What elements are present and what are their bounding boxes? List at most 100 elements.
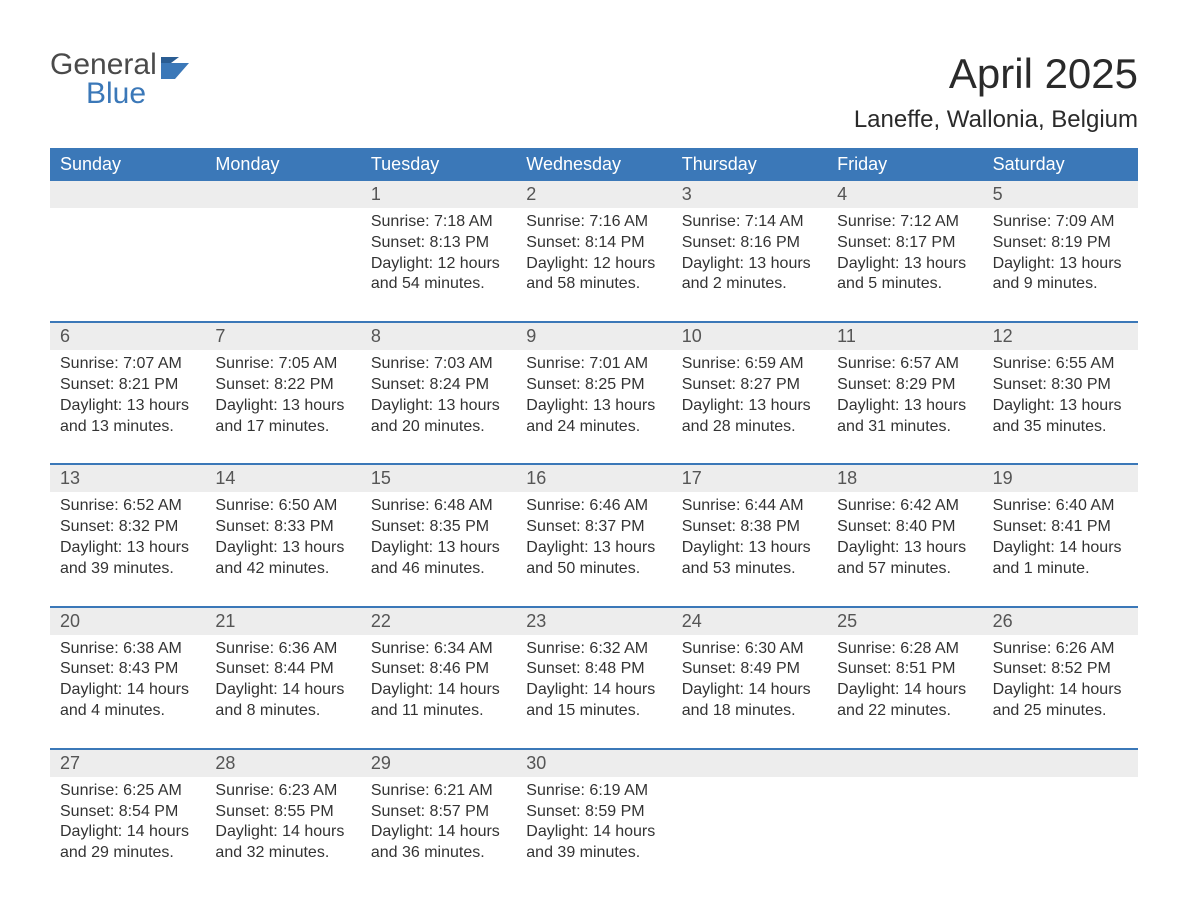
title-block: April 2025 Laneffe, Wallonia, Belgium bbox=[854, 50, 1138, 134]
sunrise-text: Sunrise: 6:38 AM bbox=[60, 639, 195, 660]
sunset-text: Sunset: 8:55 PM bbox=[215, 802, 350, 823]
day-cell: Sunrise: 6:23 AMSunset: 8:55 PMDaylight:… bbox=[205, 777, 360, 890]
day-number: 3 bbox=[672, 181, 827, 208]
day-cell: Sunrise: 6:30 AMSunset: 8:49 PMDaylight:… bbox=[672, 635, 827, 748]
day-cell: Sunrise: 6:48 AMSunset: 8:35 PMDaylight:… bbox=[361, 492, 516, 605]
day-cell: Sunrise: 6:28 AMSunset: 8:51 PMDaylight:… bbox=[827, 635, 982, 748]
sunset-text: Sunset: 8:37 PM bbox=[526, 517, 661, 538]
day-number: 5 bbox=[983, 181, 1138, 208]
day-number: 2 bbox=[516, 181, 671, 208]
sunrise-text: Sunrise: 6:30 AM bbox=[682, 639, 817, 660]
sunrise-text: Sunrise: 6:25 AM bbox=[60, 781, 195, 802]
sunrise-text: Sunrise: 6:36 AM bbox=[215, 639, 350, 660]
sunset-text: Sunset: 8:25 PM bbox=[526, 375, 661, 396]
day-number: 23 bbox=[516, 608, 671, 635]
sunset-text: Sunset: 8:17 PM bbox=[837, 233, 972, 254]
sunrise-text: Sunrise: 6:59 AM bbox=[682, 354, 817, 375]
daylight-text: Daylight: 13 hours and 39 minutes. bbox=[60, 538, 195, 580]
sunrise-text: Sunrise: 6:32 AM bbox=[526, 639, 661, 660]
day-number: 7 bbox=[205, 323, 360, 350]
weekday-header: Wednesday bbox=[516, 148, 671, 181]
day-cell: Sunrise: 7:18 AMSunset: 8:13 PMDaylight:… bbox=[361, 208, 516, 321]
day-cell: Sunrise: 6:26 AMSunset: 8:52 PMDaylight:… bbox=[983, 635, 1138, 748]
month-title: April 2025 bbox=[854, 50, 1138, 98]
day-cell bbox=[827, 777, 982, 890]
day-cell: Sunrise: 7:16 AMSunset: 8:14 PMDaylight:… bbox=[516, 208, 671, 321]
day-cell: Sunrise: 7:14 AMSunset: 8:16 PMDaylight:… bbox=[672, 208, 827, 321]
day-cell: Sunrise: 6:46 AMSunset: 8:37 PMDaylight:… bbox=[516, 492, 671, 605]
weekday-header: Tuesday bbox=[361, 148, 516, 181]
week-body-row: Sunrise: 6:38 AMSunset: 8:43 PM Daylight:… bbox=[50, 635, 1138, 748]
day-cell: Sunrise: 6:50 AMSunset: 8:33 PMDaylight:… bbox=[205, 492, 360, 605]
daylight-text: Daylight: 14 hours and 32 minutes. bbox=[215, 822, 350, 864]
day-number: 11 bbox=[827, 323, 982, 350]
daylight-text: Daylight: 14 hours and 29 minutes. bbox=[60, 822, 195, 864]
daylight-text: Daylight: 14 hours and 18 minutes. bbox=[682, 680, 817, 722]
sunset-text: Sunset: 8:57 PM bbox=[371, 802, 506, 823]
day-number: 10 bbox=[672, 323, 827, 350]
day-cell: Sunrise: 6:57 AMSunset: 8:29 PMDaylight:… bbox=[827, 350, 982, 463]
sunset-text: Sunset: 8:24 PM bbox=[371, 375, 506, 396]
sunset-text: Sunset: 8:59 PM bbox=[526, 802, 661, 823]
day-number bbox=[50, 181, 205, 208]
sunset-text: Sunset: 8:32 PM bbox=[60, 517, 195, 538]
sunset-text: Sunset: 8:33 PM bbox=[215, 517, 350, 538]
day-number: 8 bbox=[361, 323, 516, 350]
sunrise-text: Sunrise: 6:42 AM bbox=[837, 496, 972, 517]
day-cell bbox=[672, 777, 827, 890]
day-cell: Sunrise: 6:21 AMSunset: 8:57 PMDaylight:… bbox=[361, 777, 516, 890]
day-number bbox=[983, 750, 1138, 777]
sunrise-text: Sunrise: 6:50 AM bbox=[215, 496, 350, 517]
day-number: 19 bbox=[983, 465, 1138, 492]
daylight-text: Daylight: 13 hours and 20 minutes. bbox=[371, 396, 506, 438]
day-number: 17 bbox=[672, 465, 827, 492]
daylight-text: Daylight: 13 hours and 31 minutes. bbox=[837, 396, 972, 438]
day-number: 27 bbox=[50, 750, 205, 777]
day-number: 15 bbox=[361, 465, 516, 492]
weeks-container: 12345Sunrise: 7:18 AMSunset: 8:13 PMDayl… bbox=[50, 181, 1138, 890]
sunset-text: Sunset: 8:48 PM bbox=[526, 659, 661, 680]
sunrise-text: Sunrise: 7:07 AM bbox=[60, 354, 195, 375]
sunrise-text: Sunrise: 6:23 AM bbox=[215, 781, 350, 802]
sunrise-text: Sunrise: 6:28 AM bbox=[837, 639, 972, 660]
daylight-text: Daylight: 13 hours and 13 minutes. bbox=[60, 396, 195, 438]
day-cell bbox=[205, 208, 360, 321]
sunset-text: Sunset: 8:40 PM bbox=[837, 517, 972, 538]
location: Laneffe, Wallonia, Belgium bbox=[854, 106, 1138, 134]
sunrise-text: Sunrise: 6:55 AM bbox=[993, 354, 1128, 375]
calendar: Sunday Monday Tuesday Wednesday Thursday… bbox=[50, 148, 1138, 890]
day-cell bbox=[50, 208, 205, 321]
day-cell: Sunrise: 6:59 AMSunset: 8:27 PMDaylight:… bbox=[672, 350, 827, 463]
sunset-text: Sunset: 8:43 PM bbox=[60, 659, 195, 680]
day-number: 1 bbox=[361, 181, 516, 208]
day-cell: Sunrise: 6:44 AMSunset: 8:38 PMDaylight:… bbox=[672, 492, 827, 605]
daylight-text: Daylight: 14 hours and 1 minute. bbox=[993, 538, 1128, 580]
sunset-text: Sunset: 8:13 PM bbox=[371, 233, 506, 254]
sunrise-text: Sunrise: 6:40 AM bbox=[993, 496, 1128, 517]
week-body-row: Sunrise: 7:18 AMSunset: 8:13 PMDaylight:… bbox=[50, 208, 1138, 321]
day-cell: Sunrise: 6:34 AMSunset: 8:46 PMDaylight:… bbox=[361, 635, 516, 748]
sunrise-text: Sunrise: 6:44 AM bbox=[682, 496, 817, 517]
header: General Blue April 2025 Laneffe, Walloni… bbox=[50, 50, 1138, 134]
day-cell: Sunrise: 6:25 AMSunset: 8:54 PMDaylight:… bbox=[50, 777, 205, 890]
day-cell: Sunrise: 6:32 AMSunset: 8:48 PMDaylight:… bbox=[516, 635, 671, 748]
daylight-text: Daylight: 12 hours and 54 minutes. bbox=[371, 254, 506, 296]
day-number bbox=[672, 750, 827, 777]
daylight-text: Daylight: 13 hours and 17 minutes. bbox=[215, 396, 350, 438]
week-body-row: Sunrise: 6:52 AMSunset: 8:32 PMDaylight:… bbox=[50, 492, 1138, 605]
sunrise-text: Sunrise: 6:48 AM bbox=[371, 496, 506, 517]
day-number: 22 bbox=[361, 608, 516, 635]
sunset-text: Sunset: 8:27 PM bbox=[682, 375, 817, 396]
daylight-text: Daylight: 13 hours and 2 minutes. bbox=[682, 254, 817, 296]
daylight-text: Daylight: 13 hours and 35 minutes. bbox=[993, 396, 1128, 438]
day-cell: Sunrise: 6:40 AMSunset: 8:41 PMDaylight:… bbox=[983, 492, 1138, 605]
daylight-text: Daylight: 12 hours and 58 minutes. bbox=[526, 254, 661, 296]
day-number: 13 bbox=[50, 465, 205, 492]
daylight-text: Daylight: 13 hours and 57 minutes. bbox=[837, 538, 972, 580]
day-number: 26 bbox=[983, 608, 1138, 635]
daylight-text: Daylight: 14 hours and 11 minutes. bbox=[371, 680, 506, 722]
sunset-text: Sunset: 8:54 PM bbox=[60, 802, 195, 823]
weekday-header: Monday bbox=[205, 148, 360, 181]
day-number: 24 bbox=[672, 608, 827, 635]
day-cell: Sunrise: 7:12 AMSunset: 8:17 PMDaylight:… bbox=[827, 208, 982, 321]
